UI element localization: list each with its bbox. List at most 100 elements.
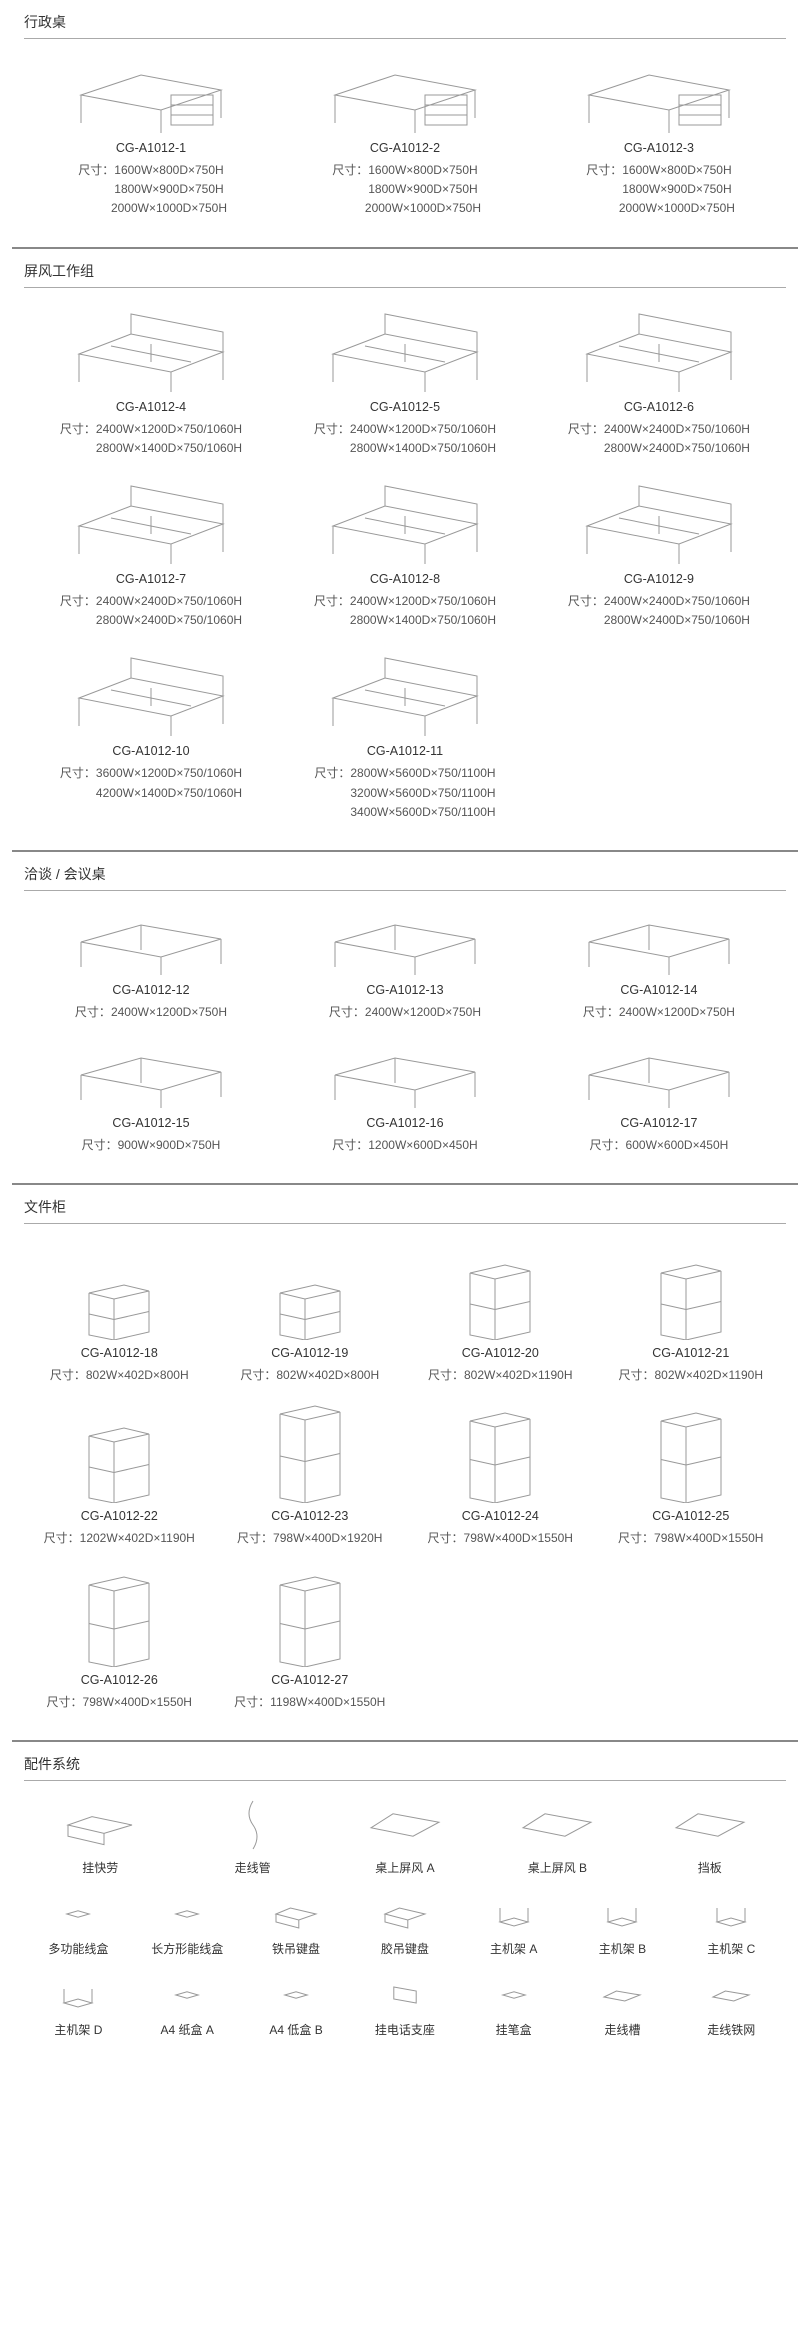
dim-prefix: 尺寸：: [590, 1138, 626, 1152]
dim-prefix: 尺寸：: [60, 766, 96, 780]
product-thumb: [30, 648, 272, 738]
section-title: 配件系统: [24, 1754, 786, 1781]
product-dim: 尺寸：798W×400D×1550H: [28, 1693, 211, 1712]
product-dim: 尺寸：802W×402D×800H: [28, 1366, 211, 1385]
product-code: CG-A1012-5: [284, 400, 526, 414]
accessory-label: 胶吊键盘: [352, 1940, 457, 1957]
section-title: 文件柜: [24, 1197, 786, 1224]
product-cell: CG-A1012-12尺寸：2400W×1200D×750H: [24, 899, 278, 1032]
product-dim: 尺寸：1800W×900D×750H: [538, 180, 780, 199]
dim-prefix: 尺寸：: [240, 1368, 276, 1382]
accessory-cell: 桌上屏风 B: [481, 1789, 633, 1886]
product-thumb: [284, 907, 526, 977]
dim-prefix: 尺寸：: [237, 1531, 273, 1545]
product-cell: CG-A1012-26尺寸：798W×400D×1550H: [24, 1559, 215, 1722]
product-thumb: [284, 55, 526, 135]
product-code: CG-A1012-10: [30, 744, 272, 758]
accessory-cell: 长方形能线盒: [133, 1886, 242, 1967]
product-dim: 尺寸：802W×402D×1190H: [409, 1366, 592, 1385]
product-thumb: [538, 907, 780, 977]
accessory-thumb: [461, 1894, 566, 1934]
product-dim: 尺寸：1198W×400D×1550H: [219, 1693, 402, 1712]
section-title: 洽谈 / 会议桌: [24, 864, 786, 891]
dim-prefix: 尺寸：: [78, 163, 114, 177]
product-thumb: [284, 1040, 526, 1110]
section-workstation: 屏风工作组 CG-A1012-4尺寸：2400W×1200D×750/1060H…: [0, 249, 810, 850]
accessory-cell: 铁吊键盘: [242, 1886, 351, 1967]
dim-prefix: 尺寸：: [618, 1531, 654, 1545]
dim-prefix: 尺寸：: [50, 1368, 86, 1382]
product-dim: 尺寸：2800W×2400D×750/1060H: [30, 611, 272, 630]
accessory-label: 主机架 D: [26, 2021, 131, 2038]
accessory-label: 挡板: [636, 1859, 784, 1876]
product-cell: CG-A1012-6尺寸：2400W×2400D×750/1060H尺寸：280…: [532, 296, 786, 468]
product-thumb: [28, 1567, 211, 1667]
product-cell: CG-A1012-25尺寸：798W×400D×1550H: [596, 1395, 787, 1558]
dim-prefix: 尺寸：: [60, 594, 96, 608]
product-thumb: [538, 304, 780, 394]
product-dim: 尺寸：2400W×1200D×750/1060H: [284, 420, 526, 439]
product-code: CG-A1012-17: [538, 1116, 780, 1130]
product-dim: 尺寸：2000W×1000D×750H: [284, 199, 526, 218]
product-dim: 尺寸：1600W×800D×750H: [538, 161, 780, 180]
product-cell: CG-A1012-14尺寸：2400W×1200D×750H: [532, 899, 786, 1032]
accessory-thumb: [178, 1797, 326, 1853]
product-row: CG-A1012-1尺寸：1600W×800D×750H尺寸：1800W×900…: [24, 47, 786, 229]
accessory-thumb: [352, 1975, 457, 2015]
accessory-cell: 主机架 B: [568, 1886, 677, 1967]
product-dim: 尺寸：2400W×2400D×750/1060H: [30, 592, 272, 611]
product-thumb: [284, 476, 526, 566]
product-cell: CG-A1012-15 尺寸：900W×900D×750H: [24, 1032, 278, 1165]
dim-prefix: 尺寸：: [568, 422, 604, 436]
product-cell: CG-A1012-23尺寸：798W×400D×1920H: [215, 1395, 406, 1558]
product-code: CG-A1012-7: [30, 572, 272, 586]
accessory-thumb: [244, 1894, 349, 1934]
product-cell: CG-A1012-16尺寸：1200W×600D×450H: [278, 1032, 532, 1165]
product-code: CG-A1012-15: [30, 1116, 272, 1130]
product-thumb: [600, 1240, 783, 1340]
dim-prefix: 尺寸：: [583, 1005, 619, 1019]
product-dim: 尺寸：1800W×900D×750H: [284, 180, 526, 199]
product-code: CG-A1012-8: [284, 572, 526, 586]
dim-prefix: 尺寸：: [75, 1005, 111, 1019]
product-dim: 尺寸：900W×900D×750H: [30, 1136, 272, 1155]
accessory-label: 铁吊键盘: [244, 1940, 349, 1957]
product-dim: 尺寸：1800W×900D×750H: [30, 180, 272, 199]
product-thumb: [28, 1240, 211, 1340]
product-cell: CG-A1012-2尺寸：1600W×800D×750H尺寸：1800W×900…: [278, 47, 532, 229]
product-code: CG-A1012-9: [538, 572, 780, 586]
product-cell: CG-A1012-17 尺寸：600W×600D×450H: [532, 1032, 786, 1165]
accessory-cell: 主机架 A: [459, 1886, 568, 1967]
product-thumb: [219, 1403, 402, 1503]
product-code: CG-A1012-27: [219, 1673, 402, 1687]
product-code: CG-A1012-13: [284, 983, 526, 997]
dim-prefix: 尺寸：: [618, 1368, 654, 1382]
accessory-thumb: [26, 1797, 174, 1853]
product-code: CG-A1012-3: [538, 141, 780, 155]
accessory-label: 多功能线盒: [26, 1940, 131, 1957]
accessory-label: A4 低盒 B: [244, 2021, 349, 2038]
product-thumb: [409, 1240, 592, 1340]
product-cell: CG-A1012-4尺寸：2400W×1200D×750/1060H尺寸：280…: [24, 296, 278, 468]
product-cell: CG-A1012-11尺寸：2800W×5600D×750/1100H尺寸：32…: [278, 640, 532, 832]
product-dim: 尺寸：2800W×2400D×750/1060H: [538, 439, 780, 458]
accessory-label: 挂笔盒: [461, 2021, 566, 2038]
accessory-label: A4 纸盒 A: [135, 2021, 240, 2038]
product-cell: CG-A1012-9尺寸：2400W×2400D×750/1060H尺寸：280…: [532, 468, 786, 640]
product-cell: CG-A1012-7 尺寸：2400W×2400D×750/1060H尺寸：280…: [24, 468, 278, 640]
dim-prefix: 尺寸：: [44, 1531, 80, 1545]
accessory-label: 走线管: [178, 1859, 326, 1876]
product-thumb: [538, 476, 780, 566]
product-thumb: [284, 304, 526, 394]
accessory-label: 桌上屏风 B: [483, 1859, 631, 1876]
product-dim: 尺寸：798W×400D×1920H: [219, 1529, 402, 1548]
product-thumb: [409, 1403, 592, 1503]
section-title: 行政桌: [24, 12, 786, 39]
accessory-cell: 多功能线盒: [24, 1886, 133, 1967]
product-dim: 尺寸：600W×600D×450H: [538, 1136, 780, 1155]
accessory-thumb: [352, 1894, 457, 1934]
dim-prefix: 尺寸：: [329, 1005, 365, 1019]
product-code: CG-A1012-18: [28, 1346, 211, 1360]
accessory-row: 主机架 DA4 纸盒 AA4 低盒 B挂电话支座挂笔盒走线槽走线铁网: [24, 1967, 786, 2048]
product-dim: 尺寸：2400W×2400D×750/1060H: [538, 592, 780, 611]
